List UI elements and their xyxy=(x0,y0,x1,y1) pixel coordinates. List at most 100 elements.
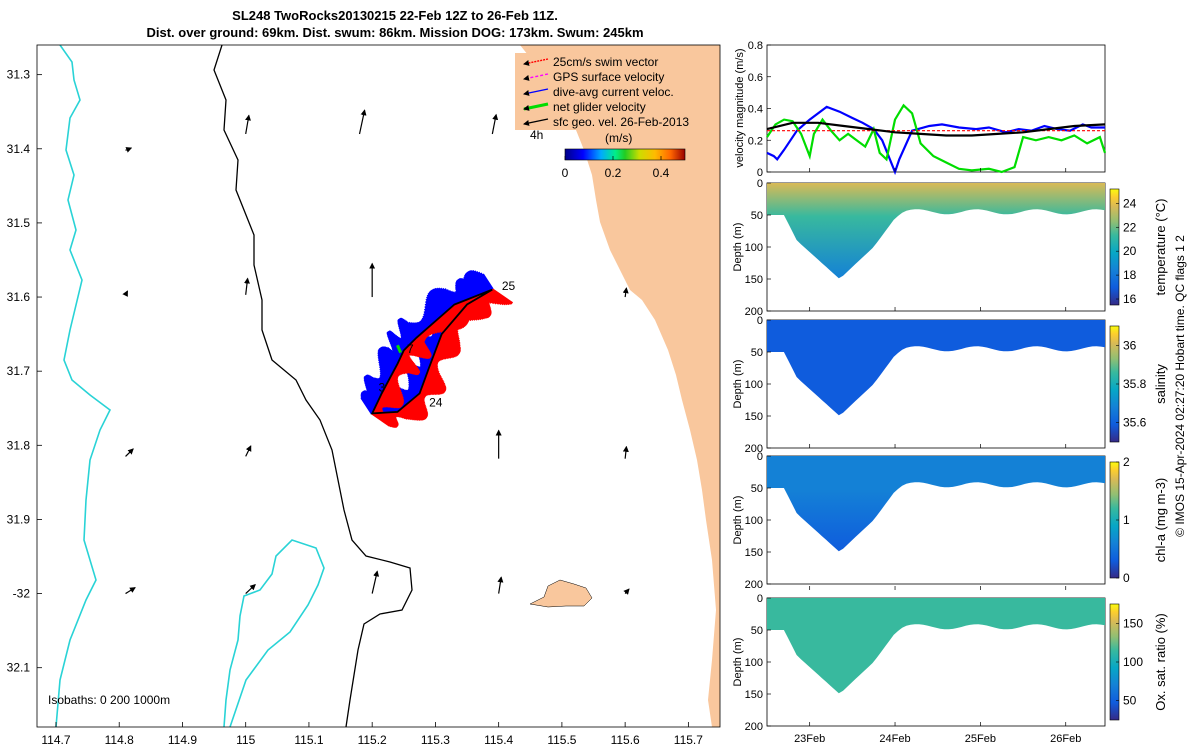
section-ytick-label: 200 xyxy=(745,579,763,591)
section-colorbar-label: 35.8 xyxy=(1123,377,1147,391)
section-ylabel: Depth (m) xyxy=(732,638,744,687)
map-axes-box xyxy=(36,44,721,728)
geo-vector xyxy=(245,583,256,595)
map-ytick-label: 31.5 xyxy=(7,216,31,230)
section-ytick-label: 200 xyxy=(745,443,763,455)
section-ytick-label: 0 xyxy=(757,315,763,327)
net-velocity-vector xyxy=(396,344,403,354)
section-chla-section: 0 50 100 150 200 Depth (m) 0 1 2 chl-a (mg m-3) xyxy=(732,451,1168,591)
geo-vector xyxy=(245,114,251,135)
map-xtick-label: 114.9 xyxy=(168,733,197,747)
isobaths-label: Isobaths: 0 200 1000m xyxy=(48,693,170,707)
map-xtick-label: 114.8 xyxy=(105,733,134,747)
current-vector xyxy=(411,322,422,336)
map-ytick-label: 31.6 xyxy=(7,290,31,304)
velocity-panel: 0 0.2 0.4 0.6 0.8 velocity magnitude (m/s) xyxy=(734,40,1107,179)
section-colorbar-label: 24 xyxy=(1123,196,1137,210)
section-ytick-label: 150 xyxy=(745,411,763,423)
legend-label: sfc geo. vel. 26-Feb-2013 xyxy=(553,115,689,129)
velocity-ylabel: velocity magnitude (m/s) xyxy=(734,48,746,167)
swim-vector xyxy=(424,328,433,336)
velocity-ytick-label: 0.6 xyxy=(748,72,763,84)
velocity-ytick-label: 0 xyxy=(757,167,763,179)
section-ytick-label: 0 xyxy=(757,593,763,605)
current-vector xyxy=(413,322,423,335)
map-xtick-label: 115.5 xyxy=(547,733,576,747)
section-colorbar-label: 36 xyxy=(1123,338,1137,352)
section-field xyxy=(767,456,1105,552)
map-ytick-label: 31.3 xyxy=(7,68,31,82)
section-ytick-label: 0 xyxy=(757,451,763,463)
current-vector xyxy=(416,321,426,333)
section-field xyxy=(767,320,1105,416)
time-tick-label: 23Feb xyxy=(794,733,825,745)
section-ytick-label: 150 xyxy=(745,689,763,701)
swim-vector xyxy=(416,335,426,343)
section-ylabel: Depth (m) xyxy=(732,496,744,545)
section-ytick-label: 100 xyxy=(745,515,763,527)
section-ylabel: Depth (m) xyxy=(732,223,744,272)
geo-vector xyxy=(125,448,134,457)
section-ytick-label: 100 xyxy=(745,242,763,254)
colorbar-tick-label: 0.2 xyxy=(605,166,622,180)
section-cbar-title: chl-a (mg m-3) xyxy=(1153,478,1168,563)
section-colorbar-label: 20 xyxy=(1123,244,1137,258)
map-axis-ticks: 114.7 114.8 114.9 115 115.1 115.2 115.3 115.4 11… xyxy=(7,68,704,747)
isobath-1000m-line-south xyxy=(223,539,325,727)
velocity-ytick-label: 0.8 xyxy=(748,40,763,52)
map-xtick-label: 115 xyxy=(236,733,255,747)
swim-vector xyxy=(429,324,441,334)
section-ytick-label: 50 xyxy=(751,347,763,359)
current-vector xyxy=(443,288,456,306)
current-vector xyxy=(409,321,421,337)
map-xtick-label: 115.7 xyxy=(674,733,703,747)
section-colorbar-label: 16 xyxy=(1123,292,1137,306)
current-vector xyxy=(438,287,454,308)
section-ytick-label: 200 xyxy=(745,721,763,733)
speed-colorbar-title: (m/s) xyxy=(605,131,632,145)
swim-vector xyxy=(423,330,431,337)
map-xtick-label: 115.6 xyxy=(611,733,640,747)
geo-vector xyxy=(122,290,128,297)
section-colorbar xyxy=(1109,188,1120,306)
map-ytick-label: 31.8 xyxy=(7,438,31,452)
geo-vector xyxy=(358,109,367,135)
glider-track-line xyxy=(370,288,493,415)
time-tick-label: 24Feb xyxy=(879,733,910,745)
day-label: 7 xyxy=(407,342,414,356)
colorbar-tick-label: 0.4 xyxy=(653,166,670,180)
section-colorbar-label: 50 xyxy=(1123,694,1137,708)
current-vector xyxy=(420,318,430,329)
legend-label: 25cm/s swim vector xyxy=(553,55,658,69)
section-ytick-label: 100 xyxy=(745,379,763,391)
geostrophic-vectors xyxy=(122,109,630,595)
section-ytick-label: 100 xyxy=(745,657,763,669)
vector-time-label: 4h xyxy=(530,128,543,142)
isobath-1000m-line xyxy=(55,45,112,727)
map-xtick-label: 115.2 xyxy=(358,733,387,747)
legend-swatch xyxy=(523,102,549,111)
section-cbar-title: temperature (°C) xyxy=(1153,199,1168,296)
legend-label: GPS surface velocity xyxy=(553,70,664,84)
current-vector xyxy=(422,314,432,327)
section-colorbar-label: 2 xyxy=(1123,455,1130,469)
velocity-series-geo xyxy=(766,121,1106,137)
swim-vector xyxy=(428,325,439,334)
legend-label: dive-avg current veloc. xyxy=(553,85,674,99)
legend-swatch xyxy=(523,118,549,126)
legend-swatch xyxy=(523,88,549,96)
current-vector xyxy=(418,320,427,331)
time-axis: 23Feb 24Feb 25Feb 26Feb xyxy=(794,168,1081,745)
swim-vector xyxy=(432,322,446,333)
swim-vector xyxy=(490,289,504,299)
swim-vector xyxy=(418,334,426,341)
geo-vector xyxy=(245,445,252,457)
legend-swatch xyxy=(523,58,549,66)
swim-vector xyxy=(420,332,428,339)
section-ylabel: Depth (m) xyxy=(732,360,744,409)
geo-vector xyxy=(125,587,136,595)
current-vector xyxy=(480,274,493,291)
section-colorbar-label: 35.6 xyxy=(1123,416,1147,430)
map-xtick-label: 115.1 xyxy=(294,733,323,747)
